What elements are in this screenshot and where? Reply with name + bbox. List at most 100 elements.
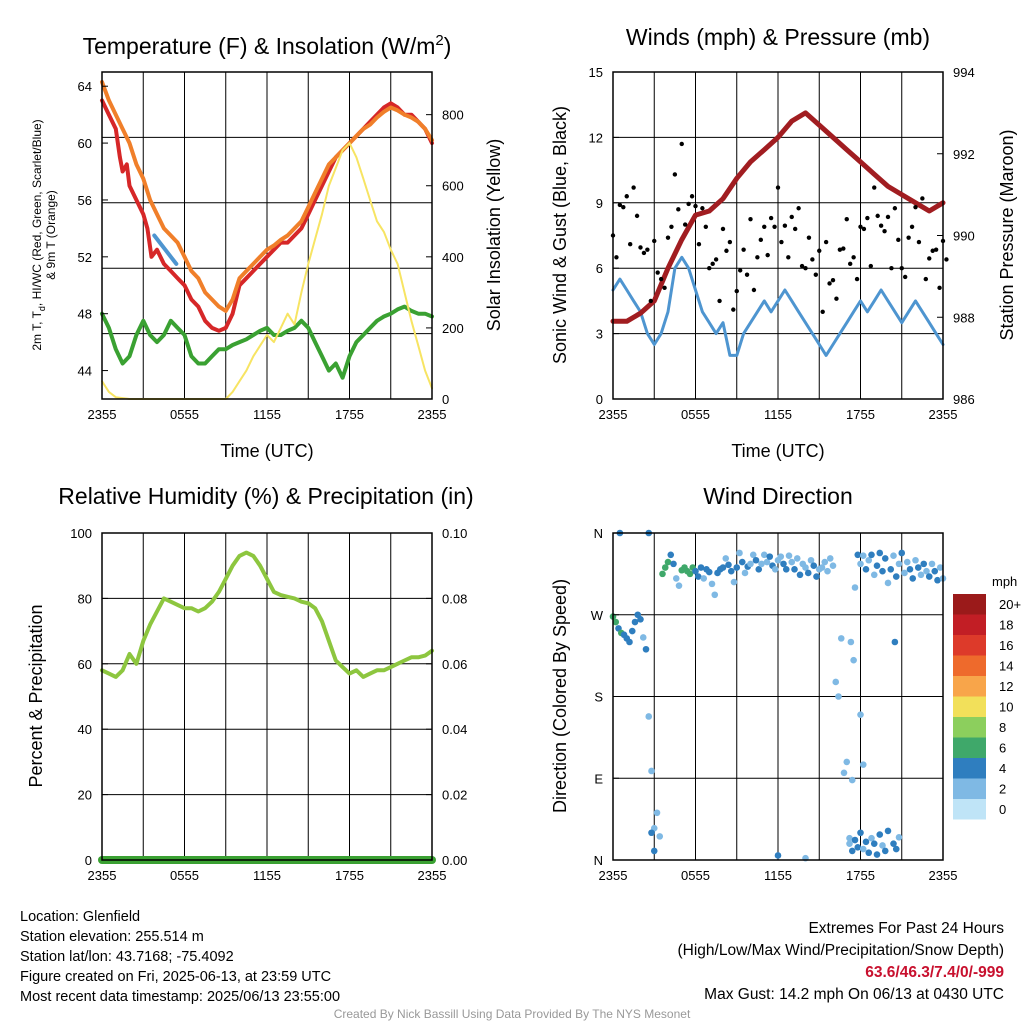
colorbar-label: 14 [999,659,1013,674]
wind-direction-point [850,656,857,664]
wind-direction-point [898,549,906,557]
pressure-y-axis-label: Station Pressure (Maroon) [997,129,1017,340]
colorbar-title: mph [992,574,1017,589]
y-tick-label: 0.04 [442,722,467,737]
wind-direction-point [722,555,730,562]
colorbar-label: 10 [999,700,1013,715]
colorbar-swatch [953,614,986,635]
insolation-y-ticks: 0 200 400 600 800 [426,108,464,407]
colorbar-label: 12 [999,679,1013,694]
series-line [610,110,946,324]
colorbar-swatch [953,737,986,758]
wind-direction-point [876,831,884,838]
wind-direction-point [813,573,820,580]
svg-text:2m T, Td, HI/WC (Red, Green, S: 2m T, Td, HI/WC (Red, Green, Scarlet/Blu… [30,119,47,350]
humidity-y-ticks: 0 20 40 60 80 100 [70,526,108,868]
y-tick-label: W [591,608,604,623]
wind-direction-point [920,560,928,568]
gust-point [837,247,843,252]
y-tick-label: N [594,526,603,541]
wind-direction-point [631,618,639,626]
wind-direction-point [763,558,771,566]
x-tick-label: 2355 [929,868,958,883]
wind-direction-point [796,571,804,579]
gust-point [892,206,898,211]
colorbar-swatch [953,676,986,697]
y-tick-label: 0 [85,853,92,868]
gust-point [700,206,705,211]
gust-point [820,309,825,314]
gust-point [737,268,743,273]
gust-point [679,141,684,147]
gust-point [896,237,901,243]
gust-point [717,298,722,304]
x-tick-label: 1155 [253,868,281,883]
wind-direction-point [876,549,884,557]
gust-point [669,224,674,229]
wind-direction-point [648,829,655,837]
wind-direction-point [612,618,620,626]
gust-point [658,276,664,282]
gust-point [906,235,911,240]
y-tick-label: 0 [596,392,603,407]
wind-direction-point [749,551,757,559]
gust-point [765,252,770,258]
wind-direction-point [670,560,677,568]
x-tick-label: 2355 [418,868,447,883]
x-tick-label: 2355 [599,868,628,883]
wind-direction-point [802,564,809,571]
y-tick-label: 600 [442,179,464,194]
gust-point [799,263,805,269]
wind-direction-point [840,769,848,777]
y-tick-label: 56 [78,193,92,208]
wind-direction-point [810,562,818,569]
series-line [100,80,434,313]
wind-direction-point [785,552,793,560]
y-tick-label: 992 [953,147,975,162]
wind-direction-x-ticks: 2355 0555 1155 1755 2355 [599,868,958,883]
wind-direction-point [755,566,763,573]
y-tick-label: 60 [78,657,92,672]
wind-direction-point [639,634,647,641]
winds-y-axis-label: Sonic Wind & Gust (Blue, Black) [550,106,570,364]
colorbar-swatch [953,655,986,676]
temperature-panel-title: Temperature (F) & Insolation (W/m2) [83,32,452,59]
figure-created: Figure created on Fri, 2025-06-13, at 23… [20,969,332,985]
wind-direction-point [708,580,716,588]
gust-point [796,206,801,211]
wind-direction-point [788,558,796,566]
wind-direction-point [730,578,738,586]
gust-point [686,201,691,207]
wind-direction-point [892,573,900,580]
y-tick-label: 3 [596,327,603,342]
colorbar-swatch [953,778,986,799]
series-line [100,550,434,679]
wind-direction-point [934,576,941,584]
y-tick-label: 200 [442,321,464,336]
wind-direction-point [829,562,837,569]
gust-point [854,276,860,282]
gust-point [858,224,863,229]
colorbar-label: 8 [999,720,1006,735]
station-latlon: Station lat/lon: 43.7168; -75.4092 [20,949,234,965]
wind-direction-point [738,558,746,566]
gust-point [868,263,874,269]
gust-point [631,185,636,190]
wind-direction-panel-title: Wind Direction [703,483,853,509]
winds-panel: Winds (mph) & Pressure (mb) 0 3 6 9 12 15 986… [550,24,1017,461]
wind-direction-point [725,561,732,569]
wind-direction-point [917,571,925,579]
wind-direction-grid [613,533,943,860]
humidity-panel-title: Relative Humidity (%) & Precipitation (i… [58,483,473,509]
wind-direction-point [868,834,875,842]
wind-direction-point [912,556,919,564]
wind-direction-point [923,567,930,575]
wind-direction-point [807,556,815,564]
wind-direction-point [862,838,870,846]
y-tick-label: 52 [78,250,92,265]
gust-point [851,255,856,260]
gust-point [847,261,853,267]
gust-point [727,239,733,245]
y-tick-label: 0.08 [442,591,467,606]
wind-direction-point [851,584,859,591]
